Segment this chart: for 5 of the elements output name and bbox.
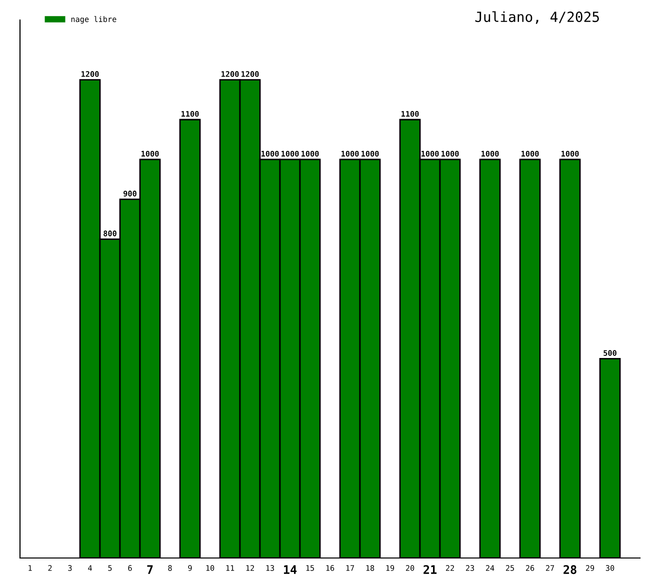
x-tick-label: 7 [147, 565, 153, 574]
x-tick-label: 28 [564, 565, 576, 574]
x-tick-label: 21 [424, 565, 437, 574]
chart-title: Juliano, 4/2025 [475, 11, 599, 24]
x-tick-label: 14 [284, 565, 297, 574]
